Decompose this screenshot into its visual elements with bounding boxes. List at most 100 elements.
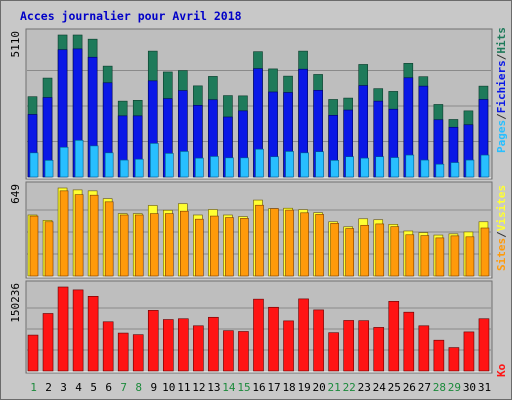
- bar-ko-day-23: [358, 320, 370, 372]
- x-tick-label-day-4: 4: [75, 381, 82, 394]
- bar-pages-day-10: [164, 153, 174, 178]
- bar-ko-day-7: [117, 332, 129, 372]
- bar-pages-day-12: [195, 157, 204, 178]
- x-tick-label-day-19: 19: [297, 381, 310, 394]
- bar-ko-day-30: [463, 331, 475, 372]
- bar-pages-day-19: [300, 152, 309, 178]
- legend-pages-files-hits-part: Fichiers: [495, 60, 508, 113]
- x-tick-label-day-20: 20: [313, 381, 326, 394]
- bar-ko-day-14: [223, 330, 234, 372]
- x-tick-label-day-24: 24: [373, 381, 387, 394]
- bar-sites-day-25: [390, 226, 400, 277]
- bar-ko-day-10: [162, 319, 174, 372]
- legend-pages-files-hits-part: /: [495, 113, 508, 120]
- bar-ko-day-4: [72, 289, 84, 372]
- bar-pages-day-9: [149, 143, 159, 178]
- bar-ko-day-8: [132, 334, 144, 372]
- bar-pages-day-22: [345, 156, 354, 178]
- x-tick-label-day-13: 13: [207, 381, 220, 394]
- bar-sites-day-29: [450, 235, 460, 277]
- legend-ko: Ko: [495, 363, 508, 377]
- x-tick-label-day-6: 6: [105, 381, 112, 394]
- bar-pages-day-27: [420, 159, 430, 178]
- bar-sites-day-6: [104, 201, 114, 277]
- bar-ko-day-11: [178, 318, 189, 372]
- x-tick-label-day-2: 2: [45, 381, 52, 394]
- bar-pages-day-13: [210, 156, 219, 178]
- bar-pages-day-29: [450, 162, 460, 178]
- bar-sites-day-14: [225, 217, 234, 277]
- x-tick-label-day-3: 3: [60, 381, 67, 394]
- bar-pages-day-16: [255, 148, 264, 178]
- bar-pages-day-23: [360, 157, 370, 178]
- bar-sites-day-11: [180, 210, 189, 277]
- bar-ko-day-18: [283, 320, 294, 372]
- ymax-label-ko: 150236: [9, 283, 22, 323]
- bar-ko-day-2: [42, 313, 54, 372]
- bar-sites-day-23: [360, 224, 370, 277]
- bar-sites-day-19: [300, 212, 309, 277]
- bar-sites-day-22: [345, 228, 354, 277]
- bar-sites-day-4: [74, 194, 84, 277]
- x-tick-label-day-15: 15: [237, 381, 250, 394]
- bar-pages-day-3: [59, 146, 69, 178]
- bar-pages-day-30: [465, 159, 475, 178]
- x-tick-label-day-26: 26: [403, 381, 416, 394]
- x-tick-label-day-1: 1: [30, 381, 37, 394]
- x-tick-label-day-14: 14: [222, 381, 236, 394]
- bar-sites-day-8: [134, 214, 144, 277]
- ymax-label-hits-files-pages: 5110: [9, 31, 22, 58]
- bar-pages-day-17: [270, 156, 279, 178]
- x-tick-label-day-17: 17: [267, 381, 280, 394]
- bar-pages-day-6: [104, 152, 114, 178]
- x-tick-label-day-31: 31: [478, 381, 491, 394]
- bar-sites-day-15: [240, 218, 249, 277]
- bar-sites-day-27: [420, 235, 430, 277]
- bar-ko-day-29: [448, 347, 460, 372]
- bar-pages-day-14: [225, 157, 234, 178]
- bar-ko-day-9: [147, 310, 159, 372]
- bar-pages-day-2: [44, 160, 54, 178]
- x-tick-label-day-12: 12: [192, 381, 205, 394]
- bar-ko-day-12: [193, 325, 204, 372]
- x-tick-label-day-18: 18: [282, 381, 295, 394]
- bar-sites-day-16: [255, 204, 264, 277]
- legend-sites-visites-part: Visites: [495, 185, 508, 231]
- bar-pages-day-25: [390, 157, 400, 178]
- legend-sites-visites: Sites/Visites: [495, 185, 508, 271]
- bar-pages-day-31: [480, 154, 490, 178]
- bar-ko-day-17: [268, 306, 279, 372]
- x-tick-label-day-27: 27: [418, 381, 431, 394]
- legend-sites-visites-part: /: [495, 231, 508, 238]
- bar-pages-day-24: [375, 156, 385, 178]
- bar-ko-day-22: [343, 320, 354, 372]
- bar-pages-day-28: [435, 163, 445, 178]
- bar-ko-day-26: [403, 311, 415, 372]
- bar-ko-day-5: [87, 296, 99, 372]
- bar-pages-day-4: [74, 140, 84, 178]
- bar-sites-day-13: [210, 215, 219, 277]
- x-tick-label-day-21: 21: [328, 381, 341, 394]
- x-tick-label-day-10: 10: [162, 381, 175, 394]
- bar-sites-day-24: [375, 223, 385, 277]
- legend-pages-files-hits-part: /: [495, 53, 508, 60]
- bar-sites-day-30: [465, 236, 475, 277]
- bar-ko-day-1: [27, 334, 39, 372]
- bar-pages-day-8: [134, 158, 144, 178]
- x-tick-label-day-8: 8: [135, 381, 142, 394]
- x-tick-label-day-23: 23: [358, 381, 371, 394]
- bar-sites-day-2: [44, 221, 54, 277]
- bar-sites-day-5: [89, 194, 99, 277]
- bar-ko-day-27: [418, 325, 430, 372]
- bar-ko-day-31: [478, 318, 490, 372]
- bar-sites-day-18: [285, 209, 294, 277]
- legend-pages-files-hits-part: Pages: [495, 120, 508, 153]
- bar-ko-day-16: [253, 298, 264, 372]
- bar-sites-day-1: [29, 215, 39, 277]
- bar-pages-day-20: [315, 151, 324, 178]
- bar-ko-day-28: [433, 339, 445, 372]
- x-tick-label-day-30: 30: [463, 381, 476, 394]
- bar-ko-day-24: [373, 327, 385, 372]
- bar-sites-day-7: [119, 214, 129, 277]
